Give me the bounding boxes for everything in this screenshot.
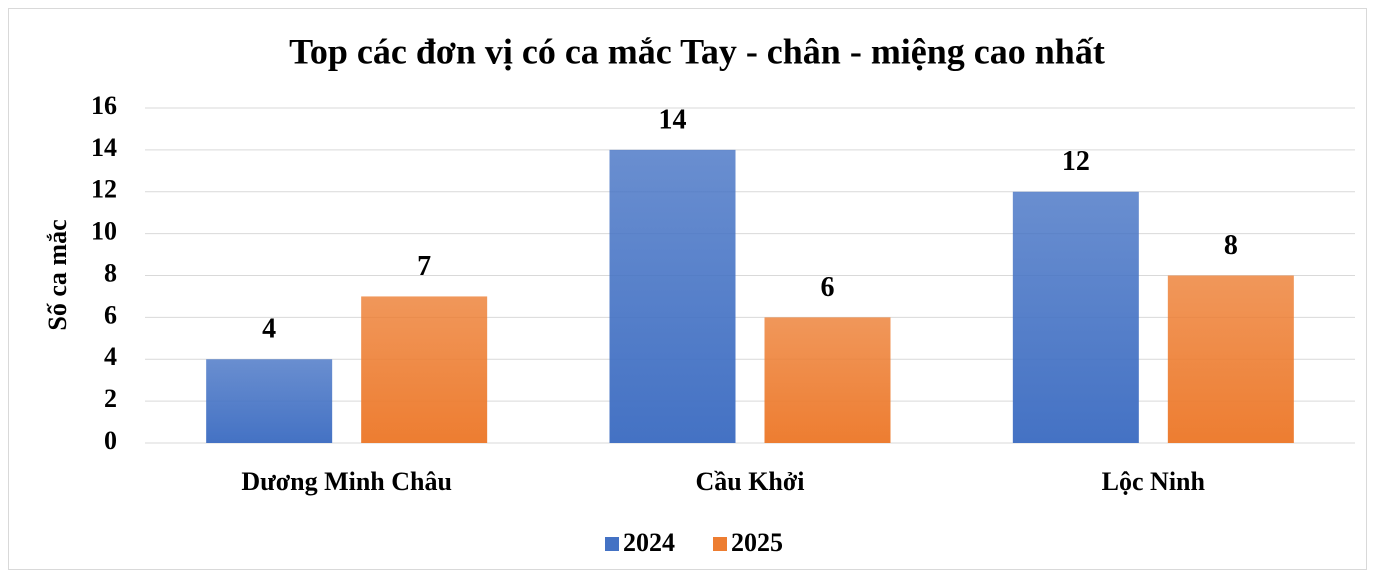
bar <box>1167 275 1294 443</box>
legend-label: 2024 <box>623 528 675 557</box>
y-tick-label: 16 <box>91 91 117 120</box>
data-label: 7 <box>417 251 431 282</box>
data-label: 8 <box>1224 230 1238 261</box>
data-label: 12 <box>1062 146 1090 177</box>
y-tick-label: 0 <box>104 426 117 455</box>
legend-label: 2025 <box>731 528 783 557</box>
bar <box>361 296 488 443</box>
y-tick-label: 2 <box>104 384 117 413</box>
y-tick-label: 8 <box>104 258 117 287</box>
chart-title: Top các đơn vị có ca mắc Tay - chân - mi… <box>289 31 1105 71</box>
data-label: 4 <box>262 314 276 345</box>
data-label: 14 <box>659 104 687 135</box>
x-tick-label: Dương Minh Châu <box>241 467 452 496</box>
y-tick-label: 6 <box>104 300 117 329</box>
y-tick-label: 10 <box>91 217 117 246</box>
y-tick-label: 12 <box>91 175 117 204</box>
y-axis-label: Số ca mắc <box>43 219 72 330</box>
legend-swatch <box>713 537 727 551</box>
bar <box>764 317 891 443</box>
bar <box>1012 191 1139 443</box>
bar <box>206 359 333 443</box>
y-tick-label: 4 <box>104 342 117 371</box>
x-tick-label: Cầu Khởi <box>695 467 804 496</box>
y-tick-label: 14 <box>91 133 117 162</box>
bar <box>609 149 736 443</box>
data-label: 6 <box>821 272 835 303</box>
legend-swatch <box>605 537 619 551</box>
x-tick-label: Lộc Ninh <box>1102 467 1206 496</box>
